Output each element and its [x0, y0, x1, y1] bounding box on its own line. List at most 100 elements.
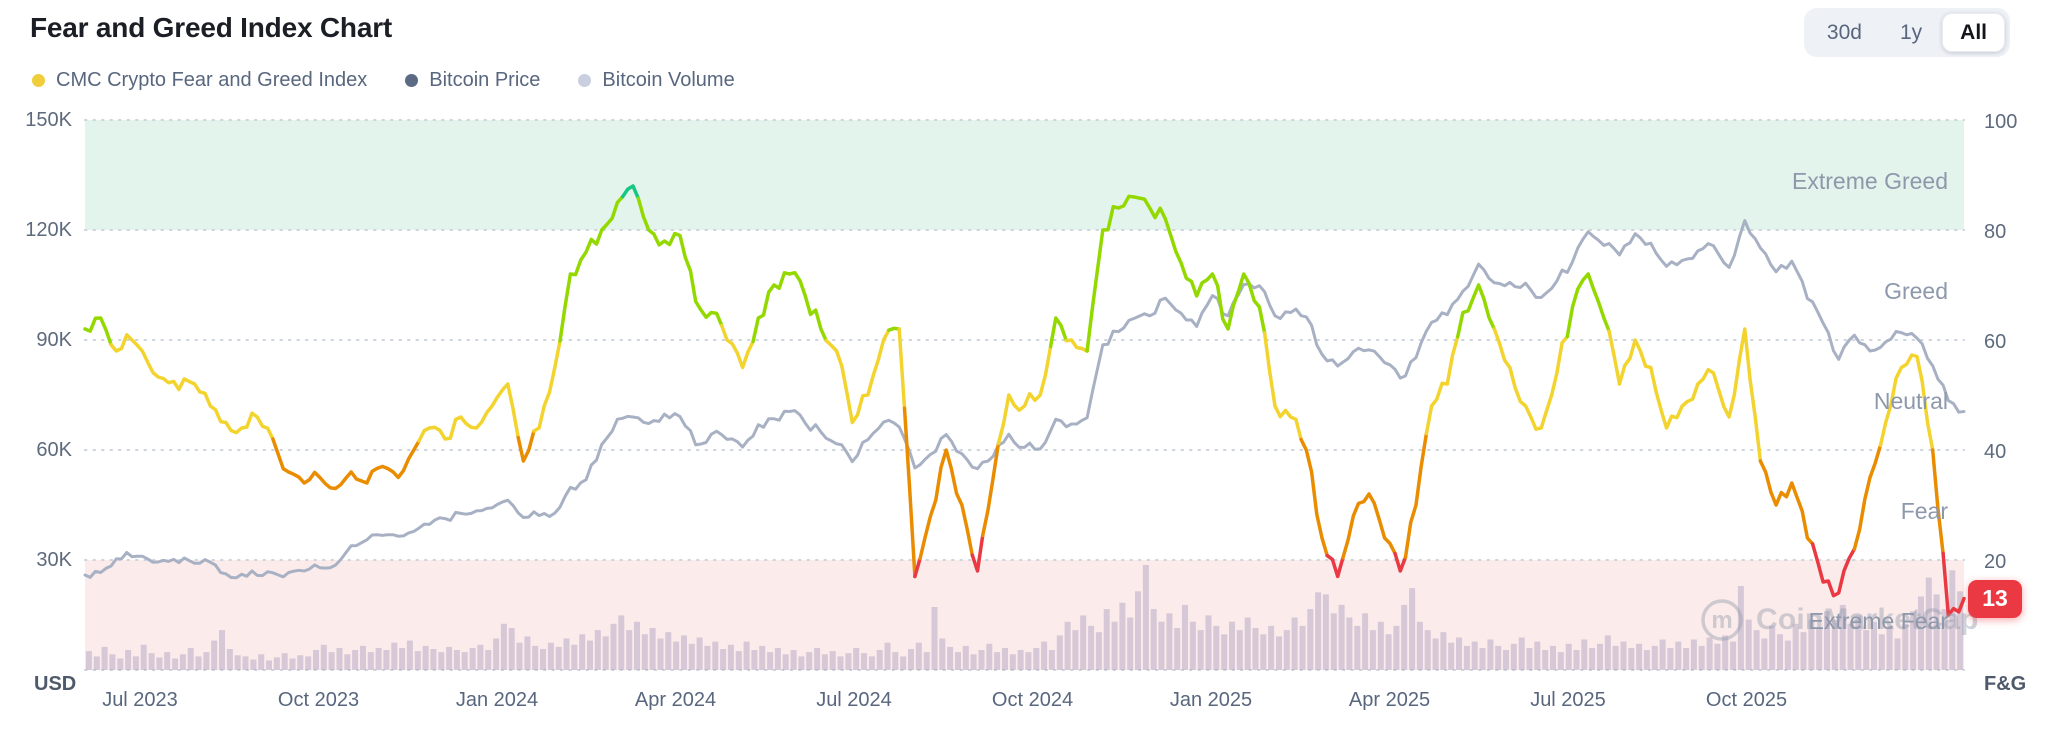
volume-bar — [782, 654, 789, 671]
volume-bar — [1088, 625, 1095, 670]
range-button-all[interactable]: All — [1942, 13, 2005, 52]
volume-bar — [1330, 613, 1337, 670]
volume-bar — [1127, 617, 1134, 670]
fear-greed-line-segment — [532, 339, 562, 433]
volume-bar — [1135, 591, 1141, 671]
volume-bar — [1863, 630, 1870, 670]
volume-bar — [876, 650, 883, 670]
fear-greed-line-segment — [636, 196, 724, 328]
volume-bar — [798, 656, 805, 671]
volume-bar — [1229, 621, 1235, 670]
volume-bar — [297, 655, 304, 670]
volume-bar — [1651, 645, 1658, 671]
volume-bar — [955, 652, 961, 670]
volume-bar — [164, 652, 171, 670]
x-axis-tick-label: Jul 2023 — [102, 689, 178, 711]
volume-bar — [1722, 635, 1729, 670]
volume-bar — [1471, 641, 1478, 670]
volume-bar — [688, 643, 695, 671]
volume-bar — [1933, 594, 1940, 670]
volume-bar — [1894, 638, 1901, 670]
volume-bar — [179, 654, 186, 671]
volume-bar — [1346, 617, 1353, 670]
volume-bar — [657, 638, 664, 670]
legend-dot-icon — [405, 73, 419, 87]
volume-bar — [1456, 637, 1462, 670]
volume-bar — [1925, 577, 1932, 670]
volume-bar — [1307, 609, 1314, 670]
range-button-1y[interactable]: 1y — [1882, 13, 1940, 52]
volume-bar — [900, 656, 907, 671]
volume-bar — [1409, 588, 1416, 670]
volume-bar — [234, 655, 241, 670]
x-axis-tick-label: Oct 2024 — [991, 689, 1074, 711]
zone-label-greed: Greed — [1884, 278, 1948, 304]
volume-bar — [1698, 645, 1705, 671]
volume-bar — [1448, 642, 1455, 670]
fear-greed-line-segment — [902, 406, 917, 579]
volume-bar — [1847, 623, 1854, 670]
volume-bar — [1002, 648, 1008, 671]
current-value-badge: 13 — [1968, 579, 2022, 618]
legend-label: Bitcoin Price — [429, 69, 541, 91]
volume-bar — [1808, 619, 1815, 670]
volume-bar — [281, 653, 288, 670]
volume-bar — [140, 644, 147, 670]
range-button-30d[interactable]: 30d — [1809, 13, 1880, 52]
fear-greed-line-segment — [417, 382, 520, 443]
volume-bar — [1338, 604, 1345, 670]
volume-bar — [673, 641, 680, 670]
volume-bar — [273, 657, 280, 670]
fear-greed-line-segment — [620, 184, 641, 201]
volume-bar — [618, 615, 625, 670]
fear-greed-line-segment — [1085, 194, 1267, 353]
x-axis-tick-label: Jul 2024 — [816, 689, 892, 711]
volume-bar — [508, 628, 515, 670]
volume-bar — [806, 652, 813, 670]
volume-bar — [751, 650, 758, 670]
volume-bar — [1518, 637, 1525, 670]
page-title: Fear and Greed Index Chart — [30, 12, 393, 43]
volume-bar — [1158, 621, 1165, 670]
volume-bar — [344, 654, 351, 671]
volume-bar — [743, 641, 750, 670]
legend-item-1[interactable]: CMC Crypto Fear and Greed Index — [32, 70, 367, 90]
volume-bar — [931, 607, 938, 670]
volume-bar — [1385, 634, 1392, 670]
volume-bar — [1416, 621, 1423, 670]
volume-bar — [939, 638, 946, 670]
volume-bar — [587, 640, 593, 670]
legend-item-2[interactable]: Bitcoin Price — [405, 70, 540, 90]
volume-bar — [414, 651, 421, 670]
fear-greed-line-segment — [913, 556, 922, 579]
volume-bar — [1322, 594, 1329, 670]
volume-bar — [1166, 613, 1173, 670]
volume-bar — [712, 641, 719, 670]
fear-greed-line-segment — [1341, 492, 1397, 560]
y-axis-right-unit: F&G — [1984, 673, 2027, 695]
volume-bar — [532, 645, 539, 671]
fear-greed-line-segment — [1455, 283, 1497, 339]
fear-greed-line-segment — [1064, 338, 1089, 353]
volume-bar — [735, 651, 742, 670]
fear-greed-line-segment — [1941, 551, 1966, 617]
legend-item-3[interactable]: Bitcoin Volume — [578, 70, 735, 90]
volume-bar — [704, 645, 711, 671]
legend-label: CMC Crypto Fear and Greed Index — [56, 69, 368, 91]
y-right-tick-label: 60 — [1984, 331, 2007, 353]
y-right-tick-label: 100 — [1984, 111, 2018, 133]
volume-bar — [313, 650, 319, 670]
volume-bar — [547, 642, 554, 670]
y-axis-left-unit: USD — [34, 673, 77, 695]
volume-bar — [1495, 645, 1502, 671]
legend-dot-icon — [578, 73, 592, 87]
volume-bar — [524, 636, 531, 670]
volume-bar — [610, 623, 617, 670]
extreme-fear-band — [85, 560, 1964, 670]
volume-bar — [1260, 634, 1267, 670]
volume-bar — [1550, 645, 1556, 671]
volume-bar — [1033, 648, 1040, 671]
volume-bar — [1612, 645, 1619, 671]
volume-bar — [328, 652, 335, 670]
